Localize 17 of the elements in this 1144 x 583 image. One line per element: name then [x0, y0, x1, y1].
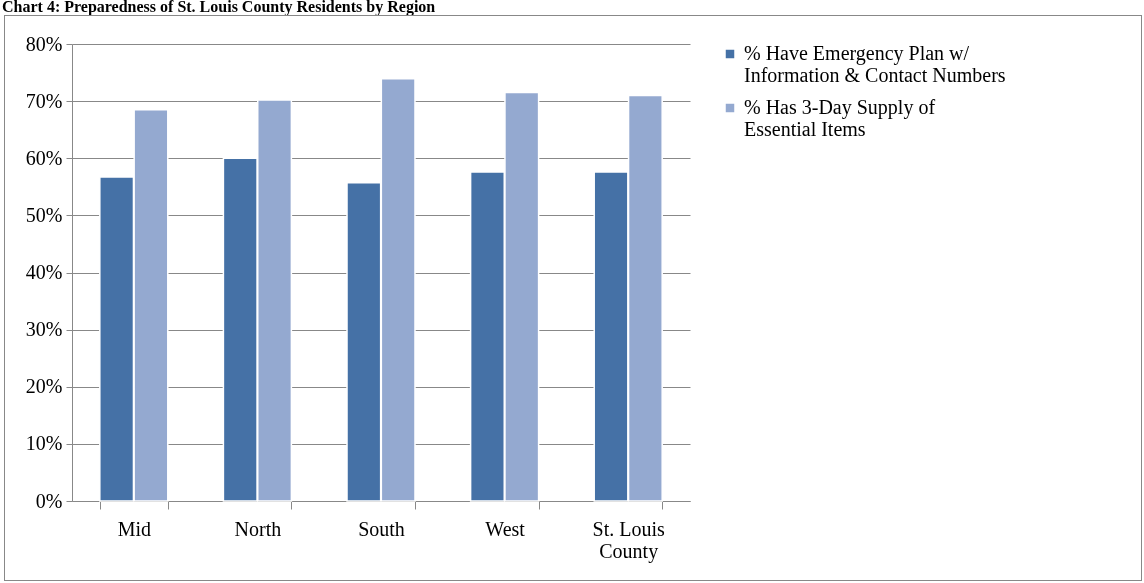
y-tick-label: 60% [25, 146, 63, 169]
y-tick-label: 70% [25, 89, 63, 112]
legend-label: % Have Emergency Plan w/ Information & Contact Numbers [744, 42, 1006, 86]
x-tick-label: South [358, 517, 405, 540]
x-tick-label: West [485, 517, 526, 540]
x-tick-label: St. Louis County [592, 517, 666, 563]
y-tick-label: 20% [25, 375, 63, 398]
y-tick-label: 50% [25, 203, 63, 226]
legend-label: % Has 3-Day Supply of Essential Items [744, 96, 936, 140]
y-tick-label: 80% [25, 32, 63, 55]
y-tick-label: 10% [25, 432, 63, 455]
x-tick-label: North [234, 517, 282, 540]
chart-title: Chart 4: Preparedness of St. Louis County Residents by Region [1, 0, 437, 15]
y-tick-label: 30% [25, 318, 63, 341]
y-tick-label: 0% [35, 489, 63, 512]
y-tick-label: 40% [25, 261, 63, 283]
x-tick-label: Mid [117, 517, 151, 540]
